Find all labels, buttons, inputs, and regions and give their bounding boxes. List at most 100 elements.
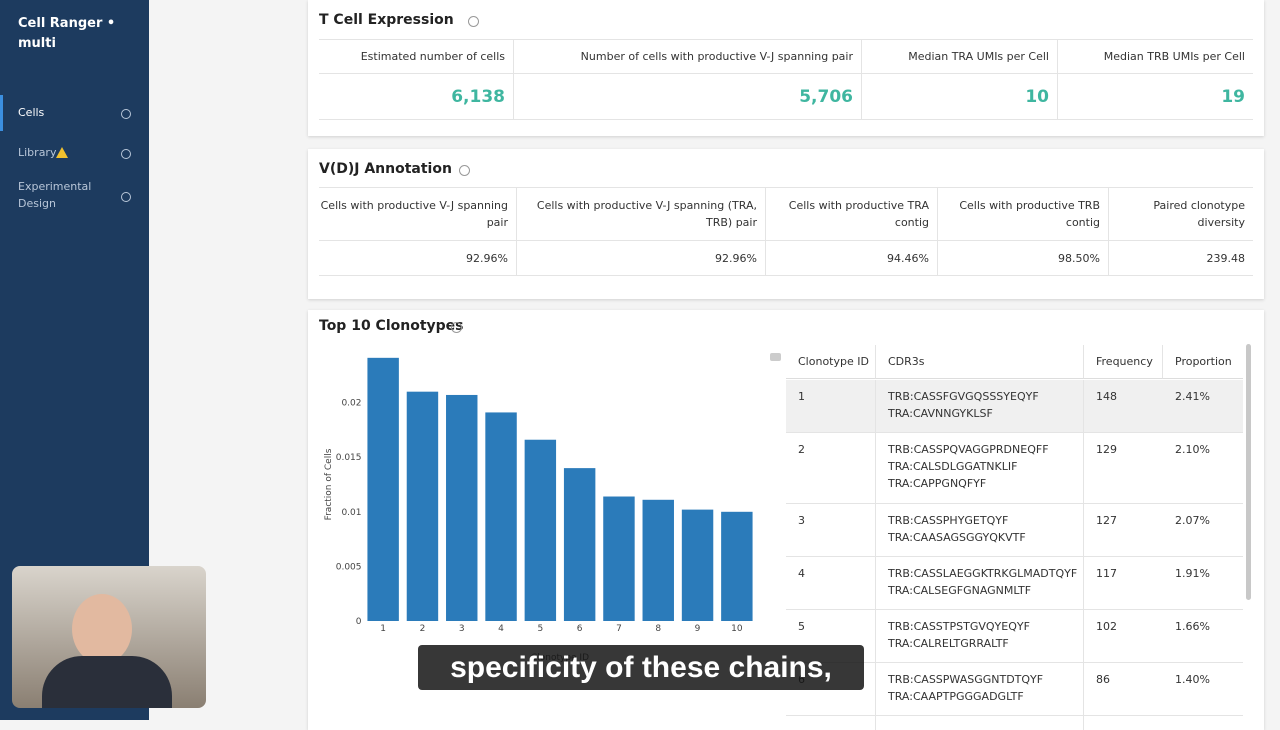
- bar: [721, 511, 753, 621]
- table-cell: 86: [1096, 673, 1110, 686]
- section-title: Top 10 Clonotypes: [319, 318, 464, 334]
- table-cell: 1.40%: [1175, 673, 1210, 686]
- help-icon[interactable]: [467, 16, 479, 27]
- table-cell: 129: [1096, 443, 1117, 456]
- table-row[interactable]: [786, 557, 1243, 610]
- bar: [524, 439, 557, 621]
- y-tick-label: 0: [356, 617, 362, 627]
- table-header: Proportion: [1163, 345, 1243, 379]
- table-cell: 1.91%: [1175, 567, 1210, 580]
- nav-item[interactable]: Library: [18, 146, 57, 159]
- table-header: Frequency: [1084, 345, 1163, 379]
- x-tick-label: 1: [380, 624, 386, 634]
- x-tick-label: 8: [655, 624, 661, 634]
- help-icon[interactable]: [451, 322, 462, 333]
- x-tick-label: 3: [459, 624, 465, 634]
- y-tick-label: 0.015: [336, 453, 362, 463]
- table-header: Clonotype ID: [786, 345, 876, 379]
- x-tick-label: 9: [695, 624, 701, 634]
- table-cell: 2.41%: [1175, 390, 1210, 403]
- help-icon[interactable]: [121, 192, 131, 202]
- metric-value: 6,138: [319, 74, 514, 120]
- caption: specificity of these chains,: [418, 645, 864, 690]
- camera-icon[interactable]: [770, 353, 781, 361]
- table-header: CDR3s: [876, 345, 1084, 379]
- metric-label: Paired clonotype diversity: [1109, 187, 1253, 241]
- metric-value: 19: [1058, 74, 1253, 120]
- section-title: V(D)J Annotation: [319, 161, 452, 177]
- metric-label: Cells with productive V-J spanning pair: [319, 187, 517, 241]
- help-icon[interactable]: [459, 165, 471, 176]
- metric-label: Estimated number of cells: [319, 39, 514, 74]
- webcam-video: [12, 566, 206, 708]
- table-row[interactable]: [786, 504, 1243, 557]
- bar: [642, 499, 674, 621]
- column-divider: [875, 380, 876, 730]
- x-tick-label: 6: [577, 624, 583, 634]
- bar: [603, 496, 635, 621]
- metric-label: Number of cells with productive V-J span…: [514, 39, 862, 74]
- help-icon[interactable]: [121, 149, 131, 159]
- table-cell: 1.66%: [1175, 620, 1210, 633]
- metric-label: Median TRA UMIs per Cell: [862, 39, 1058, 74]
- table-cell: 2.07%: [1175, 514, 1210, 527]
- x-tick-label: 5: [537, 624, 543, 634]
- metric-label: Cells with productive V-J spanning (TRA,…: [517, 187, 766, 241]
- bar: [367, 357, 399, 621]
- table-cell: 4: [798, 567, 805, 580]
- table-cell: 5: [798, 620, 805, 633]
- nav-item[interactable]: Cells: [18, 106, 45, 119]
- presenter-body: [42, 656, 172, 708]
- table-cell: 1: [798, 390, 805, 403]
- metric-value: 239.48: [1109, 241, 1253, 276]
- table-cell: 127: [1096, 514, 1117, 527]
- scrollbar[interactable]: [1246, 344, 1251, 600]
- cdr3: TRA:CAAPTPGGGADGLTF: [888, 690, 1024, 703]
- presenter: [72, 594, 132, 664]
- table-row[interactable]: [786, 433, 1243, 504]
- metric-value: 5,706: [514, 74, 862, 120]
- metric-label: Cells with productive TRA contig: [766, 187, 938, 241]
- column-divider: [1083, 380, 1084, 730]
- table-cell: 148: [1096, 390, 1117, 403]
- metric-value: 92.96%: [517, 241, 766, 276]
- bar: [446, 394, 478, 621]
- help-icon[interactable]: [121, 109, 131, 119]
- y-tick-label: 0.01: [341, 508, 361, 518]
- cdr3: TRB:CASSPHYGETQYF: [888, 514, 1009, 527]
- metric-value: 94.46%: [766, 241, 938, 276]
- section-title: T Cell Expression: [319, 12, 454, 28]
- cdr3: TRA:CAASAGSGGYQKVTF: [888, 531, 1026, 544]
- metric-value: 92.96%: [319, 241, 517, 276]
- y-axis-label: Fraction of Cells: [324, 448, 334, 520]
- metric-value: 10: [862, 74, 1058, 120]
- table-cell: 102: [1096, 620, 1117, 633]
- cdr3: TRA:CALSDLGGATNKLIF: [888, 460, 1018, 473]
- bar: [485, 412, 517, 621]
- bar: [563, 468, 596, 621]
- cdr3: TRB:CASSLAEGGKTRKGLMADTQYF: [888, 567, 1078, 580]
- table-cell: 2: [798, 443, 805, 456]
- metric-label: Median TRB UMIs per Cell: [1058, 39, 1253, 74]
- vdj-card: V(D)J Annotation Cells with productive V-…: [308, 149, 1264, 299]
- app-title: Cell Ranger • multi: [18, 16, 116, 51]
- x-tick-label: 10: [731, 624, 743, 634]
- y-tick-label: 0.005: [336, 562, 362, 572]
- metric-label: Cells with productive TRB contig: [938, 187, 1109, 241]
- table-row[interactable]: [786, 380, 1243, 433]
- table-cell: 2.10%: [1175, 443, 1210, 456]
- nav-item[interactable]: Experimental Design: [18, 180, 92, 210]
- metric-value: 98.50%: [938, 241, 1109, 276]
- cdr3: TRB:CASSPWASGGNTDTQYF: [888, 673, 1044, 686]
- x-tick-label: 7: [616, 624, 622, 634]
- cdr3: TRB:CASSPQVAGGPRDNEQFF: [888, 443, 1049, 456]
- active-indicator: [0, 95, 3, 131]
- table-cell: 3: [798, 514, 805, 527]
- cdr3: TRA:CALRELTGRRALTF: [888, 637, 1009, 650]
- y-tick-label: 0.02: [341, 399, 361, 409]
- bar: [406, 391, 439, 621]
- x-tick-label: 2: [420, 624, 426, 634]
- cdr3: TRA:CALSEGFGNAGNMLTF: [888, 584, 1032, 597]
